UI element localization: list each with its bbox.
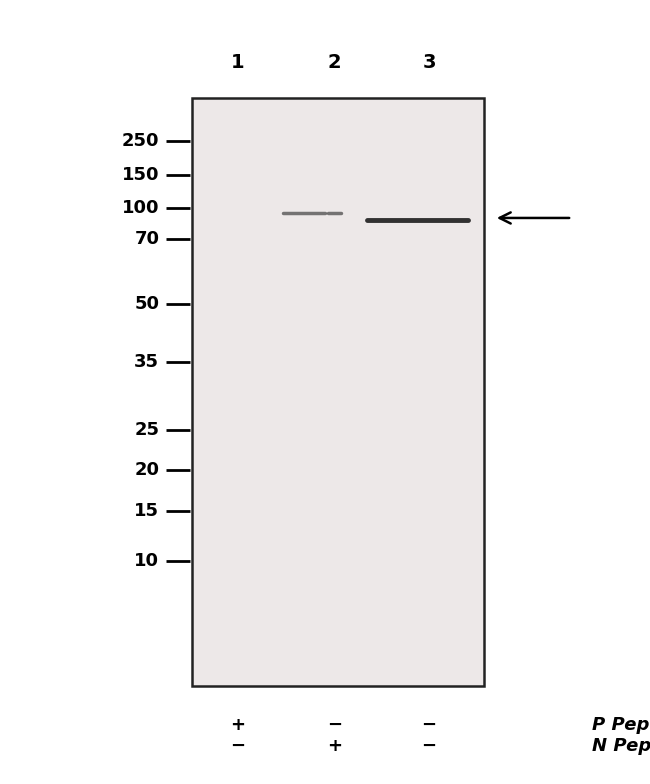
Text: −: − bbox=[421, 738, 437, 755]
FancyBboxPatch shape bbox=[192, 98, 484, 686]
Text: 10: 10 bbox=[135, 552, 159, 569]
Text: 150: 150 bbox=[122, 166, 159, 183]
Text: 100: 100 bbox=[122, 199, 159, 216]
Text: 35: 35 bbox=[135, 354, 159, 371]
Text: 25: 25 bbox=[135, 421, 159, 438]
Text: 70: 70 bbox=[135, 230, 159, 248]
Text: −: − bbox=[327, 717, 343, 734]
Text: P Peptide: P Peptide bbox=[592, 717, 650, 734]
Text: −: − bbox=[229, 738, 245, 755]
Text: −: − bbox=[421, 717, 437, 734]
Text: 3: 3 bbox=[422, 53, 436, 72]
Text: 20: 20 bbox=[135, 462, 159, 479]
Text: +: + bbox=[327, 738, 343, 755]
Text: +: + bbox=[229, 717, 245, 734]
Text: N Peptide: N Peptide bbox=[592, 738, 650, 755]
Text: 1: 1 bbox=[231, 53, 244, 72]
Text: 250: 250 bbox=[122, 132, 159, 150]
Text: 2: 2 bbox=[328, 53, 341, 72]
Text: 15: 15 bbox=[135, 503, 159, 520]
Text: 50: 50 bbox=[135, 296, 159, 313]
